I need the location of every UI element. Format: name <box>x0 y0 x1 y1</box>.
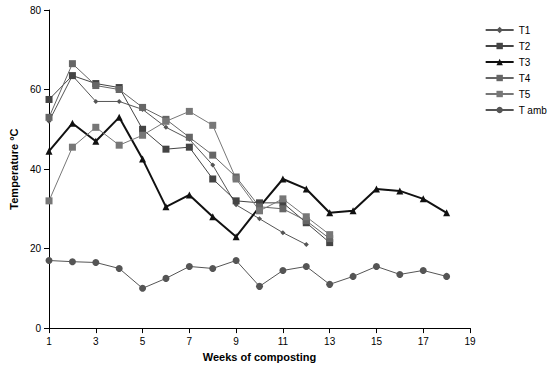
svg-text:60: 60 <box>30 84 42 95</box>
svg-text:Weeks of composting: Weeks of composting <box>203 351 316 363</box>
svg-text:19: 19 <box>464 336 476 347</box>
svg-text:1: 1 <box>46 336 52 347</box>
svg-text:40: 40 <box>30 164 42 175</box>
svg-text:T amb: T amb <box>519 105 548 116</box>
svg-text:0: 0 <box>35 323 41 334</box>
svg-text:5: 5 <box>140 336 146 347</box>
svg-text:9: 9 <box>233 336 239 347</box>
svg-text:T2: T2 <box>519 41 531 52</box>
svg-text:13: 13 <box>324 336 336 347</box>
svg-text:20: 20 <box>30 243 42 254</box>
svg-text:Temperature °C: Temperature °C <box>8 128 20 209</box>
svg-text:3: 3 <box>93 336 99 347</box>
svg-text:T3: T3 <box>519 57 531 68</box>
svg-text:T1: T1 <box>519 25 531 36</box>
svg-text:7: 7 <box>187 336 193 347</box>
svg-text:T4: T4 <box>519 73 531 84</box>
svg-text:11: 11 <box>278 336 289 347</box>
svg-text:80: 80 <box>30 5 42 16</box>
svg-text:17: 17 <box>418 336 430 347</box>
svg-text:15: 15 <box>371 336 383 347</box>
svg-text:T5: T5 <box>519 89 531 100</box>
